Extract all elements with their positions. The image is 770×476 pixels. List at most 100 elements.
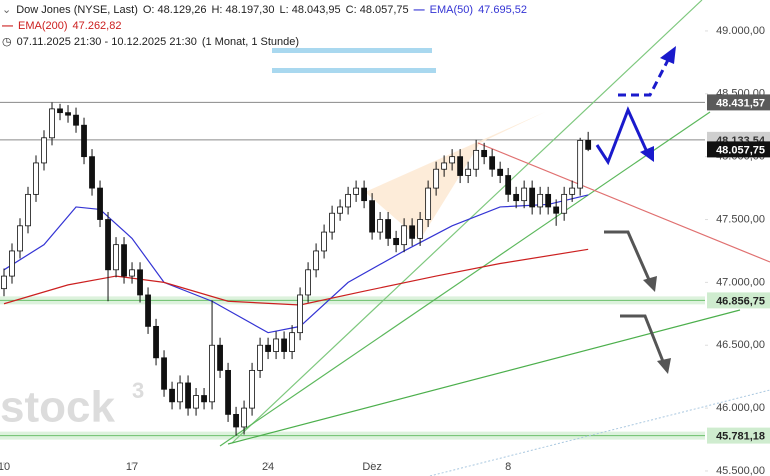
level-label: 46.856,75: [716, 295, 765, 307]
candle-body: [25, 193, 31, 227]
candle-body: [417, 219, 424, 239]
level-box: [707, 292, 770, 309]
legend-label: EMA(200): [18, 20, 68, 32]
candle-body: [433, 168, 440, 189]
arrow-head: [657, 358, 671, 374]
candle-body: [1, 275, 7, 290]
candle-body: [217, 344, 223, 371]
candle-body: [81, 124, 87, 158]
candle-body: [145, 294, 151, 327]
candle-body: [9, 250, 15, 277]
ohlc: L: 48.043,95: [279, 4, 341, 16]
candle-body: [169, 388, 175, 403]
candle-body: [353, 187, 360, 195]
level-box: [707, 427, 770, 444]
candle-body: [441, 162, 448, 170]
scenario-arrow: [620, 314, 666, 365]
trend-line: [477, 142, 770, 263]
candle-body: [241, 407, 247, 428]
candle-body: [321, 231, 327, 252]
scenario-arrow: [618, 59, 670, 97]
candle-body: [401, 225, 408, 246]
period: (1 Monat, 1 Stunde): [201, 36, 300, 48]
candle-body: [537, 193, 544, 208]
candle-body: [297, 294, 303, 334]
legend-swatch: —: [2, 20, 13, 32]
watermark-text: stock: [0, 383, 115, 432]
y-tick-label: 49.000,00: [716, 25, 765, 37]
ema-line: [3, 194, 589, 334]
candle-body: [377, 219, 384, 233]
scenario-arrow: [595, 106, 649, 166]
ohlc: H: 48.197,30: [211, 4, 275, 16]
candle-body: [113, 244, 119, 271]
candle-body: [41, 137, 47, 164]
ema-line: [3, 248, 589, 306]
candle-body: [393, 237, 400, 246]
candle-body: [465, 168, 472, 176]
arrow-head: [640, 146, 654, 162]
candle-body: [193, 395, 199, 409]
marker-bar: [272, 68, 436, 73]
candle-body: [521, 187, 528, 202]
candle-body: [561, 193, 568, 214]
candle-body: [329, 212, 335, 233]
instrument: Dow Jones (NYSE, Last): [16, 4, 138, 16]
legend-value: 47.262,82: [72, 20, 122, 32]
legend-label: EMA(50): [429, 4, 474, 16]
header-line: — EMA(200) 47.262,82: [2, 18, 532, 34]
candle-body: [481, 149, 488, 158]
candle-body: [369, 200, 376, 233]
header-line: ◷ 07.11.2025 21:30 - 10.12.2025 21:30 (1 M…: [2, 34, 532, 50]
candle-body: [345, 193, 351, 208]
trend-line: [219, 111, 711, 447]
candle-body: [129, 269, 135, 277]
header-line: ⌄ Dow Jones (NYSE, Last) O: 48.129,26 H: 48…: [2, 2, 532, 18]
candle-body: [17, 225, 23, 252]
candle-body: [409, 225, 416, 239]
collapse-icon: ⌄: [2, 4, 12, 16]
candle-body: [553, 206, 560, 214]
trend-line: [231, 0, 703, 444]
clock-icon: ◷: [2, 36, 12, 48]
candle-body: [289, 332, 295, 352]
candle-body: [161, 357, 167, 390]
y-tick-label: 47.500,00: [716, 213, 765, 225]
candle-body: [281, 338, 287, 352]
candle-body: [201, 395, 207, 403]
candle-body: [225, 369, 231, 415]
candle-body: [489, 156, 496, 170]
candle-body: [153, 325, 159, 359]
ohlc: C: 48.057,75: [345, 4, 409, 16]
y-tick-label: 45.500,00: [716, 465, 765, 476]
candle-body: [305, 269, 311, 296]
candle-body: [105, 219, 111, 271]
candle-body: [313, 250, 319, 271]
candle-body: [513, 193, 520, 202]
candle-body: [361, 187, 368, 202]
level-label: 45.781,18: [716, 431, 765, 443]
candle-body: [545, 193, 552, 208]
date-range: 07.11.2025 21:30 - 10.12.2025 21:30: [16, 36, 197, 48]
candle-body: [65, 112, 71, 116]
candle-body: [457, 156, 464, 176]
candle-body: [273, 338, 279, 352]
candle-body: [425, 187, 432, 220]
candle-body: [33, 162, 39, 195]
candle-body: [73, 114, 79, 126]
candle-body: [585, 140, 592, 150]
level-box: [707, 94, 770, 111]
arrow-head: [660, 46, 676, 64]
candle-body: [449, 156, 456, 164]
watermark: stock 3: [0, 378, 144, 432]
y-tick-label: 46.500,00: [716, 339, 765, 351]
candle-body: [385, 219, 392, 239]
y-tick-label: 47.000,00: [716, 276, 765, 288]
candle-body: [577, 140, 584, 189]
candle-body: [569, 187, 576, 195]
candle-body: [337, 206, 343, 214]
header: ⌄ Dow Jones (NYSE, Last) O: 48.129,26 H: 48…: [2, 2, 532, 50]
x-tick-label: 24: [262, 461, 274, 473]
